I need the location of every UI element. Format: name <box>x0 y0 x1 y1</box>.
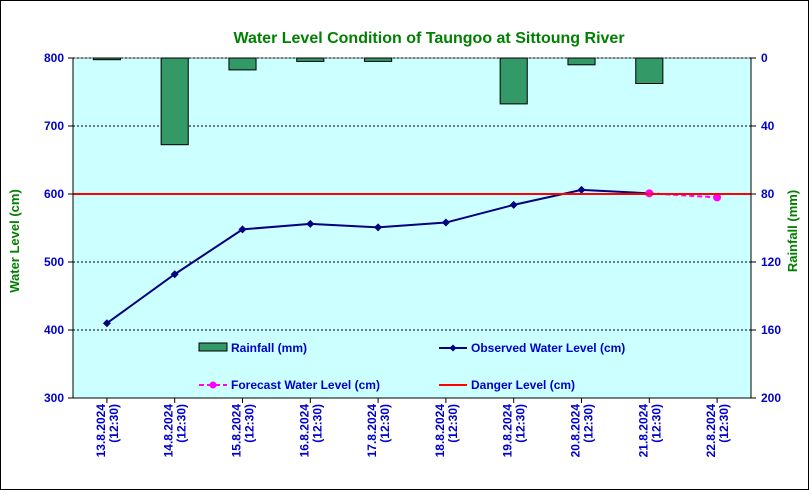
rainfall-bar <box>567 57 596 66</box>
chart-title: Water Level Condition of Taungoo at Sitt… <box>233 30 624 47</box>
observed-point <box>170 270 179 279</box>
rainfall-bar <box>160 57 189 146</box>
observed-point <box>306 219 315 228</box>
rainfall-bar <box>499 57 528 105</box>
y-tick-label: 800 <box>44 51 64 65</box>
forecast-point <box>713 193 722 202</box>
x-tick-label: 17.8.2024(12:30) <box>365 404 392 458</box>
legend-swatch-rainfall <box>198 342 228 352</box>
y2-tick-label: 160 <box>761 323 781 337</box>
legend-label: Observed Water Level (cm) <box>471 341 625 355</box>
y-tick-label: 300 <box>44 391 64 405</box>
x-tick-label: 14.8.2024(12:30) <box>162 404 189 458</box>
x-tick-label: 15.8.2024(12:30) <box>230 404 257 458</box>
y-tick-label: 700 <box>44 119 64 133</box>
y-tick-label: 600 <box>44 187 64 201</box>
rainfall-bar <box>635 57 664 84</box>
legend-label: Rainfall (mm) <box>231 341 307 355</box>
rainfall-bar <box>364 57 393 62</box>
observed-point <box>238 225 247 234</box>
legend-marker-forecast <box>209 381 217 389</box>
legend-marker-observed <box>449 344 457 352</box>
y-axis-title: Water Level (cm) <box>7 189 22 293</box>
observed-point <box>509 200 518 209</box>
observed-point <box>374 223 383 232</box>
x-tick-label: 20.8.2024(12:30) <box>569 404 596 458</box>
y2-tick-label: 40 <box>761 119 775 133</box>
x-tick-label: 13.8.2024(12:30) <box>94 404 121 458</box>
y2-axis-title: Rainfall (mm) <box>785 190 800 272</box>
x-tick-label: 16.8.2024(12:30) <box>297 404 324 458</box>
observed-point <box>577 185 586 194</box>
legend-label: Danger Level (cm) <box>471 378 575 392</box>
x-tick-label: 21.8.2024(12:30) <box>636 404 663 458</box>
y2-tick-label: 120 <box>761 255 781 269</box>
rainfall-bar <box>92 57 121 61</box>
y2-tick-label: 80 <box>761 187 775 201</box>
rainfall-bar <box>228 57 257 71</box>
x-tick-label: 19.8.2024(12:30) <box>501 404 528 458</box>
y2-tick-label: 0 <box>761 51 768 65</box>
legend-label: Forecast Water Level (cm) <box>231 378 380 392</box>
x-tick-label: 18.8.2024(12:30) <box>433 404 460 458</box>
y2-tick-label: 200 <box>761 391 781 405</box>
x-tick-label: 22.8.2024(12:30) <box>704 404 731 458</box>
observed-point <box>441 218 450 227</box>
y-tick-label: 400 <box>44 323 64 337</box>
observed-point <box>102 319 111 328</box>
y-tick-label: 500 <box>44 255 64 269</box>
rainfall-bar <box>296 57 325 62</box>
